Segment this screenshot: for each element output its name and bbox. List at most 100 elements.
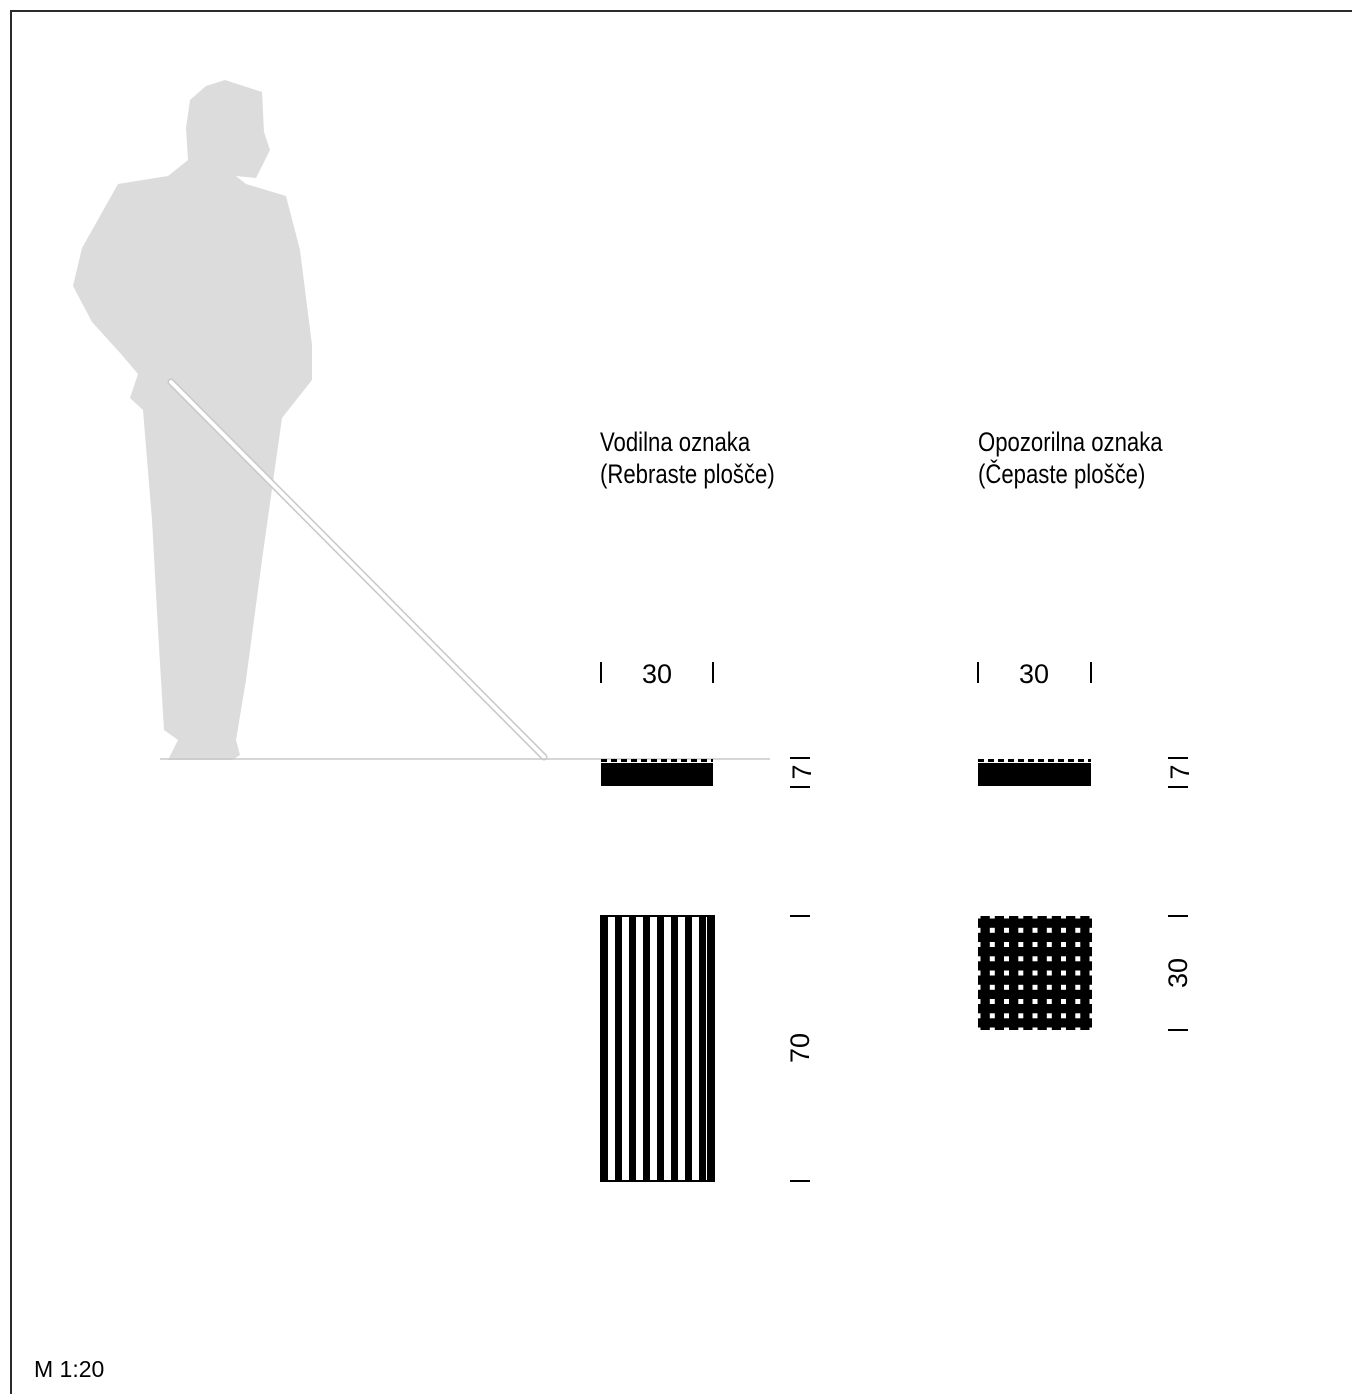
stud-gap <box>1018 927 1024 933</box>
stud-gap <box>989 956 995 962</box>
person-with-cane-silhouette <box>73 80 548 761</box>
warning-marking-title-line2: (Čepaste plošče) <box>978 459 1146 489</box>
stud-gap <box>989 1013 995 1019</box>
stud-gap <box>975 942 981 947</box>
stud-gap <box>1004 913 1009 919</box>
stud-gap <box>1004 999 1009 1004</box>
warning-marking-title: Opozorilna oznaka (Čepaste plošče) <box>978 426 1163 490</box>
stud-gap <box>1032 913 1038 919</box>
stud-gap <box>975 913 981 919</box>
stud-gap <box>1061 927 1066 933</box>
stud-gap <box>1032 970 1038 976</box>
stud-gap <box>1089 1027 1095 1033</box>
stud-gap <box>1046 999 1052 1004</box>
stud-gap <box>975 1013 981 1019</box>
stud-gap <box>1075 956 1081 962</box>
warning-height-label: 7 <box>1165 764 1195 780</box>
stud-gap <box>1075 927 1081 933</box>
guide-plan <box>600 915 715 1182</box>
stud-gap <box>1004 970 1009 976</box>
stud-gap <box>1018 913 1024 919</box>
stud-gap <box>1089 1013 1095 1019</box>
stud-gap <box>1032 942 1038 947</box>
stud-gap <box>1075 970 1081 976</box>
scale-label: M 1:20 <box>34 1356 105 1382</box>
stud-gap <box>1061 984 1066 990</box>
guide-width-label: 30 <box>642 659 673 689</box>
stud-gap <box>975 927 981 933</box>
stud-gap <box>1061 942 1066 947</box>
guide-height-label: 7 <box>787 764 817 780</box>
stud-gap <box>1032 927 1038 933</box>
stud-gap <box>1032 999 1038 1004</box>
stud-gap <box>1089 999 1095 1004</box>
stud-gap <box>1018 956 1024 962</box>
stud-gap <box>975 999 981 1004</box>
stud-gap <box>1075 999 1081 1004</box>
stud-gap <box>1075 942 1081 947</box>
stud-gap <box>1018 942 1024 947</box>
stud-gap <box>1046 1013 1052 1019</box>
guide-length-label: 70 <box>785 1032 815 1064</box>
stud-gap <box>975 1027 981 1033</box>
warning-length-label: 30 <box>1163 957 1193 989</box>
drawing-frame <box>10 10 1352 1394</box>
guide-marking-title-line2: (Rebraste plošče) <box>600 459 775 489</box>
stud-gap <box>975 984 981 990</box>
stud-gap <box>1089 970 1095 976</box>
stud-gap <box>1046 984 1052 990</box>
cane-core <box>169 380 546 759</box>
stud-gap <box>1032 1013 1038 1019</box>
stud-gap <box>1018 999 1024 1004</box>
stud-gap <box>1018 1027 1024 1033</box>
person-silhouette <box>73 80 312 760</box>
stud-gap <box>1089 913 1095 919</box>
stud-gap <box>1004 942 1009 947</box>
stud-gap <box>1089 984 1095 990</box>
stud-gap <box>1061 1027 1066 1033</box>
stud-gap <box>1032 956 1038 962</box>
stud-gap <box>1046 927 1052 933</box>
stud-gap <box>989 999 995 1004</box>
stud-gap <box>1032 984 1038 990</box>
stud-gap <box>1046 1027 1052 1033</box>
stud-gap <box>1046 942 1052 947</box>
stud-gap <box>1075 1013 1081 1019</box>
stud-gap <box>1089 942 1095 947</box>
stud-gap <box>989 984 995 990</box>
warning-marking-title-line1: Opozorilna oznaka <box>978 427 1163 457</box>
stud-gap <box>1018 1013 1024 1019</box>
stud-gap <box>1061 970 1066 976</box>
stud-gap <box>1004 984 1009 990</box>
stud-gap <box>1004 956 1009 962</box>
stud-gap <box>989 913 995 919</box>
stud-gap <box>1046 970 1052 976</box>
stud-gap <box>1089 927 1095 933</box>
stud-gap <box>1075 984 1081 990</box>
stud-gap <box>1004 927 1009 933</box>
warning-width-label: 30 <box>1019 659 1050 689</box>
stud-gap <box>1075 1027 1081 1033</box>
stud-gap <box>1061 956 1066 962</box>
guide-marking-title: Vodilna oznaka (Rebraste plošče) <box>600 426 775 490</box>
guide-marking-title-line1: Vodilna oznaka <box>600 427 751 457</box>
stud-gap <box>1061 913 1066 919</box>
stud-gap <box>1004 1027 1009 1033</box>
stud-gap <box>1061 999 1066 1004</box>
stud-gap <box>975 956 981 962</box>
warning-section <box>978 759 1091 786</box>
stud-gap <box>989 927 995 933</box>
stud-gap <box>1046 956 1052 962</box>
warning-plan <box>975 913 1095 1033</box>
stud-gap <box>1089 956 1095 962</box>
stud-gap <box>1004 1013 1009 1019</box>
stud-gap <box>1061 1013 1066 1019</box>
guide-section <box>601 759 713 786</box>
stud-gap <box>1018 970 1024 976</box>
stud-gap <box>1046 913 1052 919</box>
stud-gap <box>989 942 995 947</box>
stud-gap <box>989 970 995 976</box>
stud-gap <box>975 970 981 976</box>
stud-gap <box>1018 984 1024 990</box>
